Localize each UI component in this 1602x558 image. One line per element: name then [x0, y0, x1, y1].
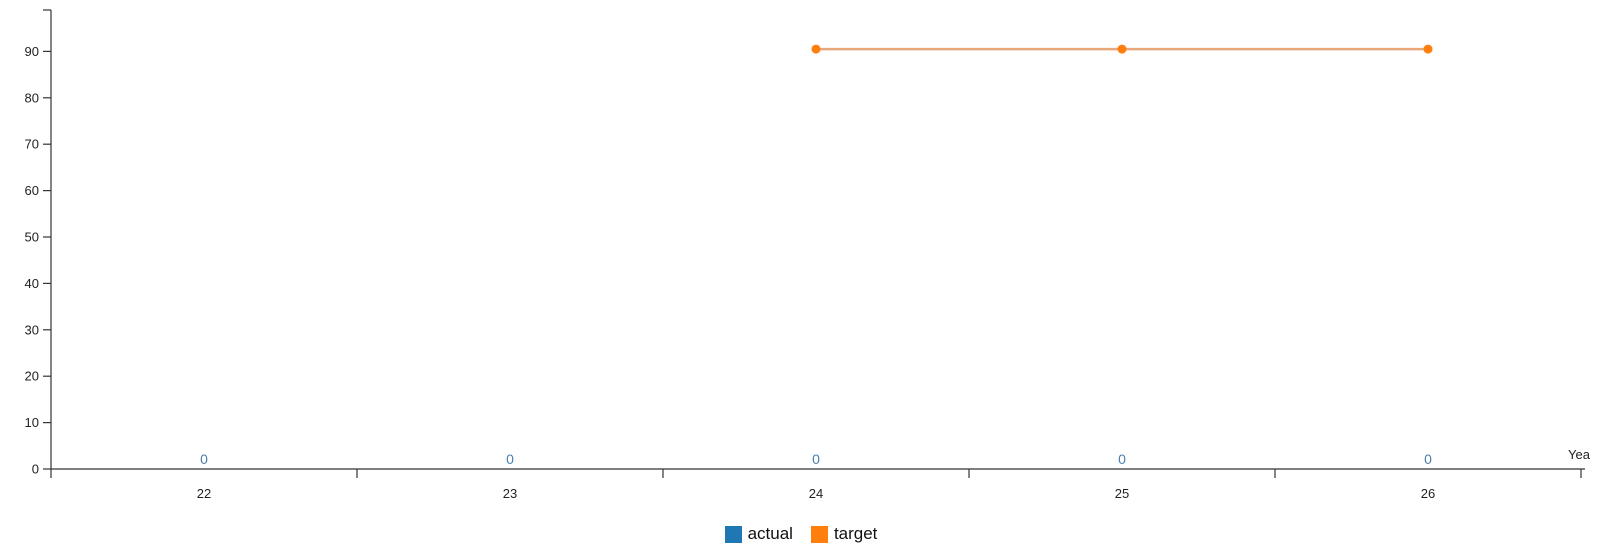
data-label-actual: 0 — [506, 451, 514, 467]
y-tick-label: 50 — [25, 230, 39, 245]
legend-swatch-actual — [724, 525, 742, 543]
y-tick-label: 30 — [25, 322, 39, 337]
data-point-target[interactable] — [1117, 44, 1127, 54]
series-layer — [811, 44, 1433, 54]
y-tick-label: 90 — [25, 44, 39, 59]
x-tick-label: 25 — [1115, 486, 1129, 501]
legend-item-actual[interactable]: actual — [724, 524, 793, 544]
data-point-target[interactable] — [811, 44, 821, 54]
x-tick-label: 24 — [809, 486, 823, 501]
data-label-actual: 0 — [1118, 451, 1126, 467]
y-tick-label: 40 — [25, 276, 39, 291]
y-tick-label: 70 — [25, 137, 39, 152]
legend-label-actual: actual — [747, 524, 793, 543]
y-tick-label: 20 — [25, 369, 39, 384]
y-tick-label: 80 — [25, 90, 39, 105]
y-tick-label: 10 — [25, 415, 39, 430]
y-axis: 0 10 20 30 40 50 60 70 80 90 — [25, 9, 52, 477]
legend: actual target — [0, 524, 1602, 544]
data-label-actual: 0 — [200, 451, 208, 467]
legend-label-target: target — [833, 524, 878, 543]
x-tick-label: 26 — [1421, 486, 1435, 501]
x-tick-label: 23 — [503, 486, 517, 501]
legend-item-target[interactable]: target — [810, 524, 878, 544]
y-tick-label: 0 — [32, 462, 39, 477]
x-axis: 22 23 24 25 26 — [50, 468, 1585, 501]
x-axis-title: Yea — [1568, 447, 1591, 462]
data-label-actual: 0 — [1424, 451, 1432, 467]
data-labels: 0 0 0 0 0 — [200, 451, 1432, 467]
y-tick-label: 60 — [25, 183, 39, 198]
data-point-target[interactable] — [1423, 44, 1433, 54]
data-label-actual: 0 — [812, 451, 820, 467]
x-tick-label: 22 — [197, 486, 211, 501]
legend-swatch-target — [810, 525, 828, 543]
